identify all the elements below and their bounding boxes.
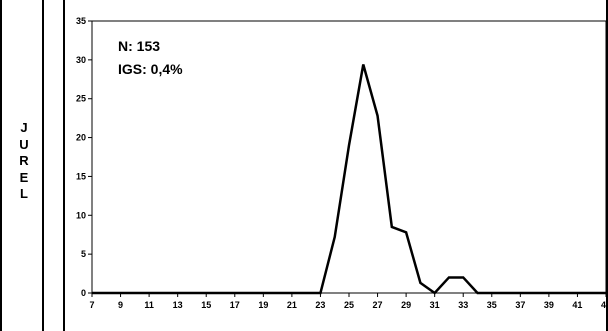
chart-panel <box>63 0 608 331</box>
y-tick-label: 15 <box>76 171 86 181</box>
species-letter: R <box>19 153 29 168</box>
x-tick-label: 27 <box>373 300 383 310</box>
annotation-n: N: 153 <box>118 38 160 54</box>
y-tick-label: 30 <box>76 55 86 65</box>
x-tick-label: 15 <box>201 300 211 310</box>
species-letter: U <box>19 136 29 152</box>
y-tick-label: 0 <box>81 288 86 298</box>
species-letter: J <box>20 120 28 135</box>
species-letter: E <box>19 169 29 185</box>
x-tick-label: 31 <box>430 300 440 310</box>
x-tick-label: 43 <box>601 300 608 310</box>
x-tick-label: 23 <box>315 300 325 310</box>
species-letter: L <box>20 186 28 201</box>
x-tick-label: 11 <box>144 300 154 310</box>
x-tick-label: 7 <box>89 300 94 310</box>
x-tick-label: 29 <box>401 300 411 310</box>
x-tick-label: 41 <box>572 300 582 310</box>
x-tick-label: 19 <box>258 300 268 310</box>
x-tick-label: 13 <box>173 300 183 310</box>
x-tick-label: 33 <box>458 300 468 310</box>
x-tick-label: 39 <box>544 300 554 310</box>
x-tick-label: 37 <box>515 300 525 310</box>
y-tick-label: 10 <box>76 210 86 220</box>
x-tick-label: 35 <box>487 300 497 310</box>
y-tick-label: 5 <box>81 249 86 259</box>
y-tick-label: 25 <box>76 94 86 104</box>
x-tick-label: 9 <box>118 300 123 310</box>
annotation-igs: IGS: 0,4% <box>118 61 183 77</box>
x-tick-label: 17 <box>230 300 240 310</box>
x-tick-label: 25 <box>344 300 354 310</box>
series-line <box>92 64 606 295</box>
y-tick-label: 20 <box>76 133 86 143</box>
tick-labels: 0 5 10 15 20 25 30 35 7 9 11 13 15 17 19 21 23 25 27 29 31 33… <box>76 16 608 310</box>
x-tick-label: 21 <box>287 300 297 310</box>
y-tick-label: 35 <box>76 16 86 26</box>
